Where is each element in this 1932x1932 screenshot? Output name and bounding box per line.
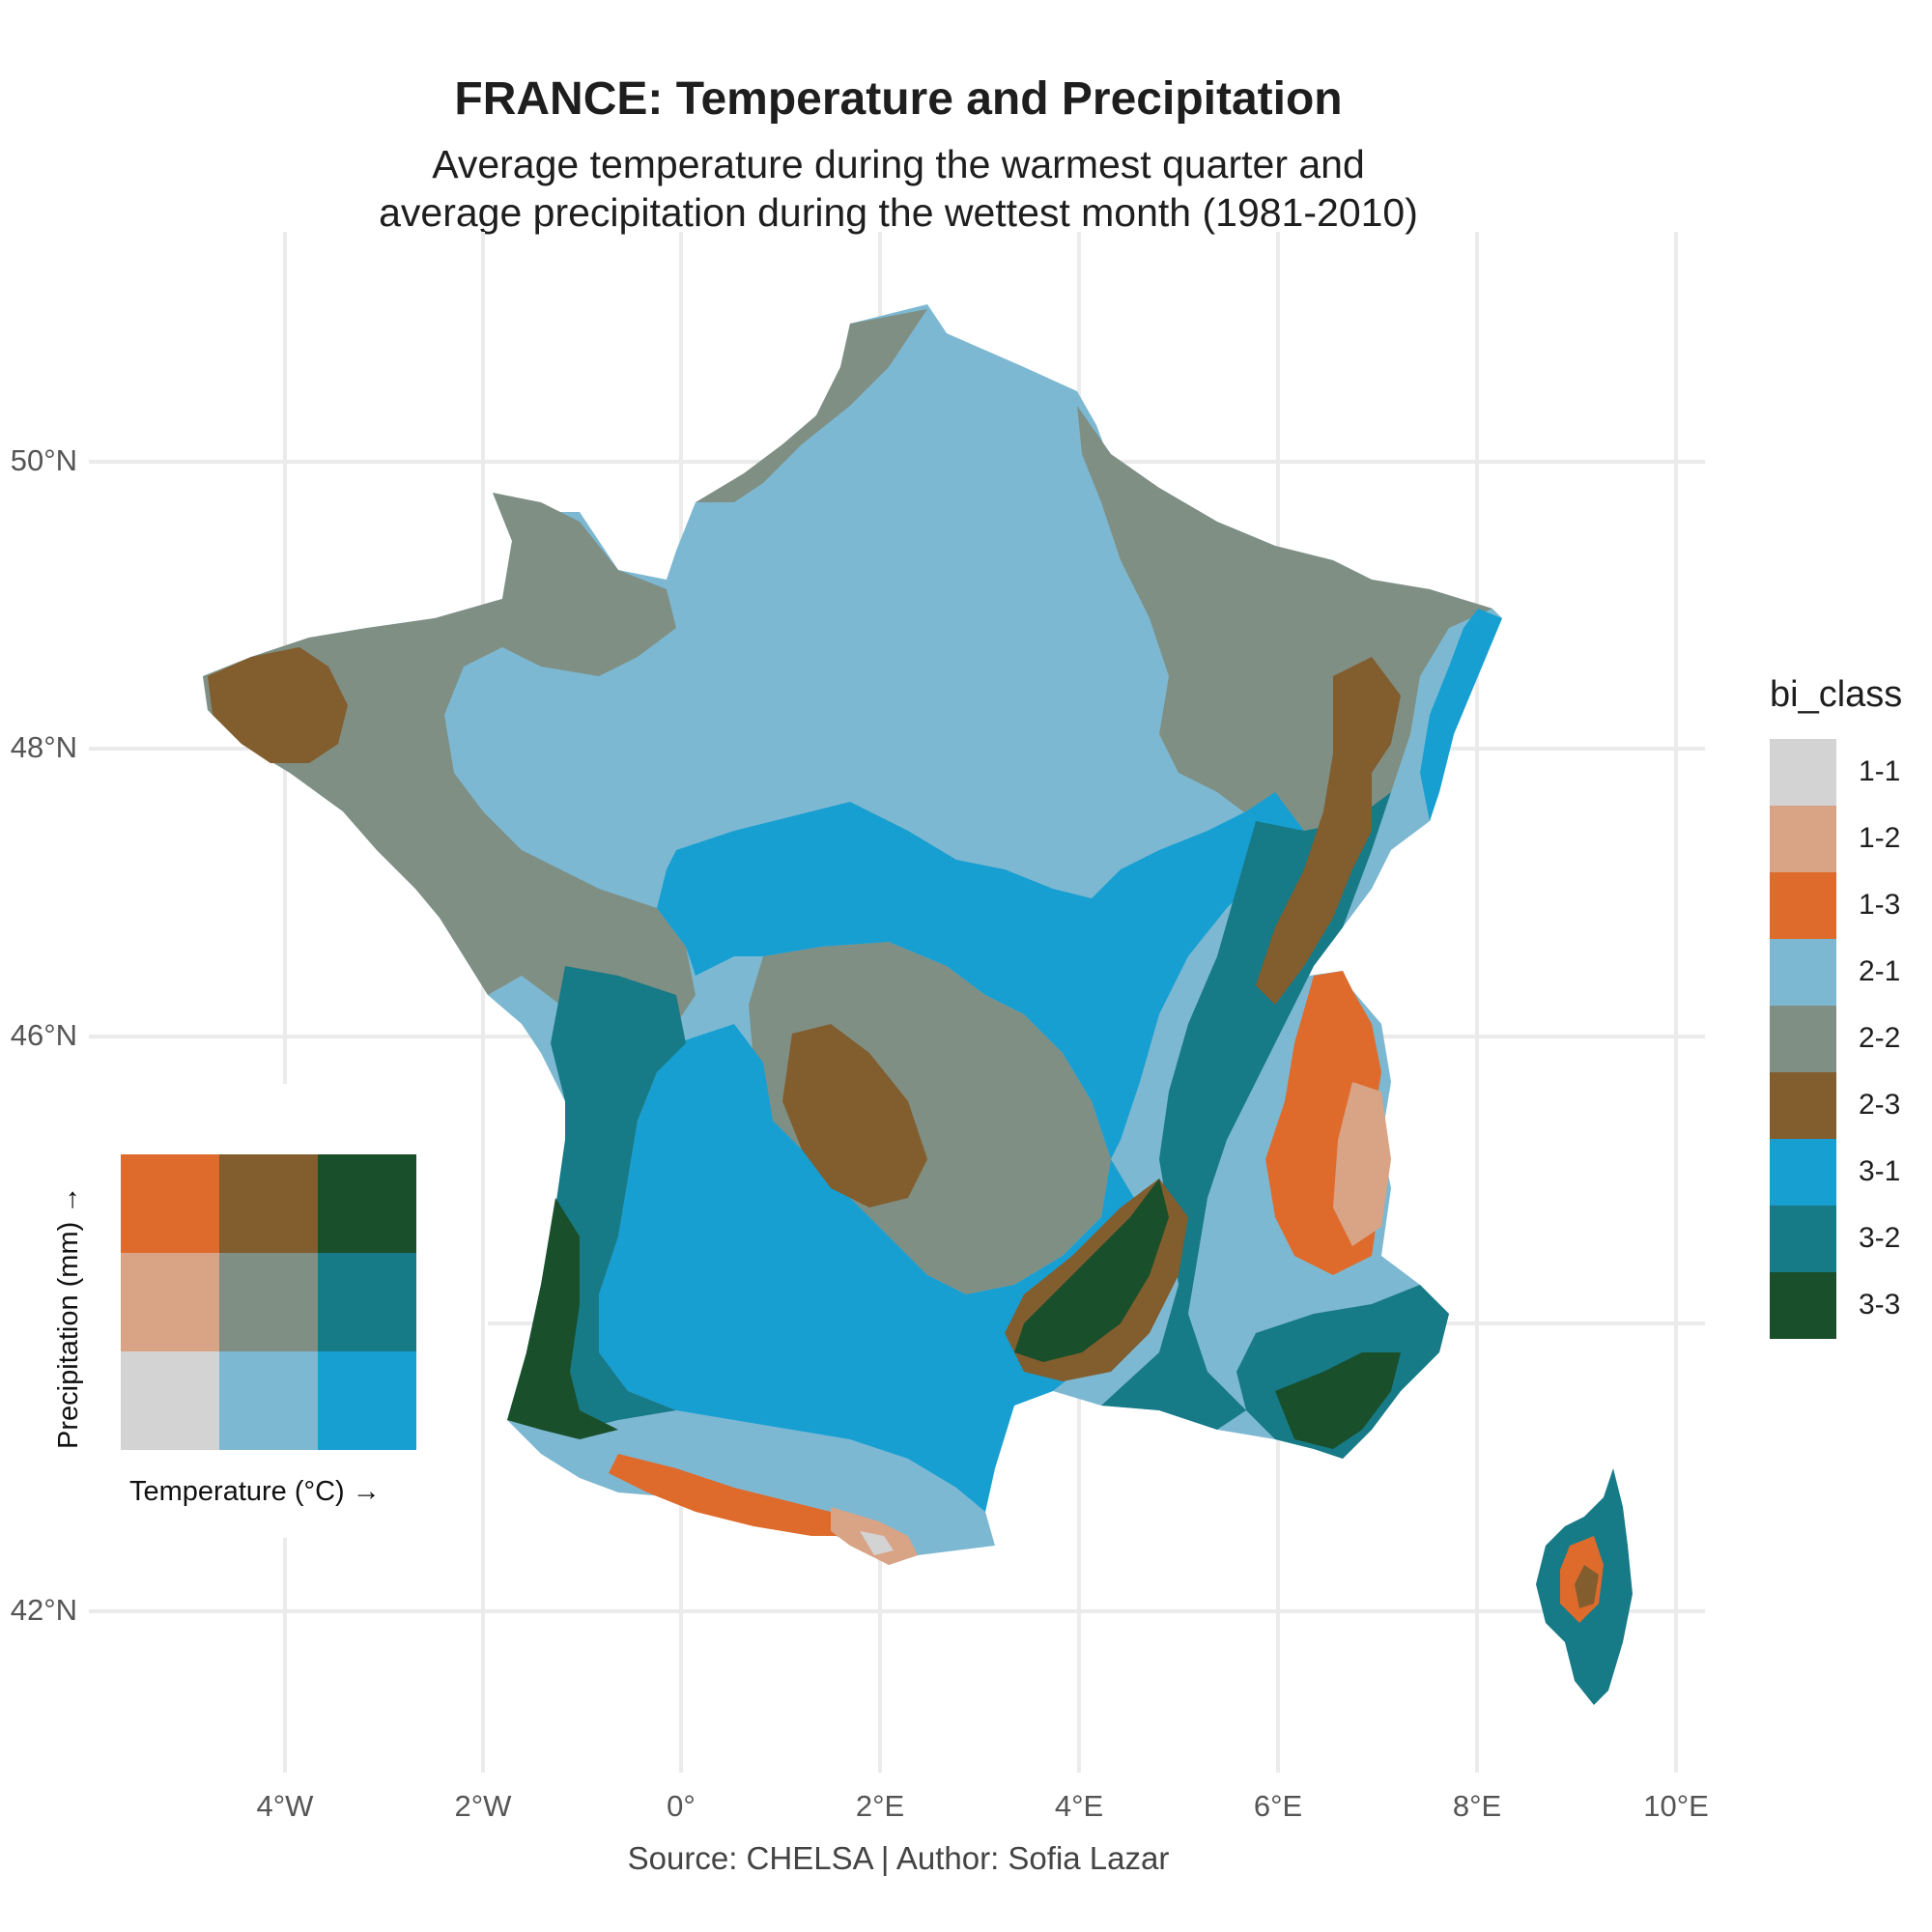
- bivariate-key: [121, 1154, 416, 1450]
- legend-swatch: [1770, 939, 1836, 1006]
- lon-label-2w: 2°W: [454, 1789, 512, 1823]
- legend-title: bi_class: [1770, 674, 1903, 715]
- bi-cell-2-2: [219, 1253, 318, 1351]
- map-region-central: [749, 942, 1111, 1294]
- bi-cell-2-3: [219, 1154, 318, 1253]
- chart-title: FRANCE: Temperature and Precipitation: [454, 73, 1343, 125]
- lon-label-10e: 10°E: [1643, 1789, 1709, 1823]
- map-region-brittany-brown: [208, 647, 348, 763]
- map-region-pyrenees-grey: [860, 1531, 894, 1555]
- legend-item-1-3: 1-3: [1770, 872, 1924, 939]
- bi-cell-1-3: [121, 1154, 219, 1253]
- legend-item-2-3: 2-3: [1770, 1072, 1924, 1139]
- legend-item-2-1: 2-1: [1770, 939, 1924, 1006]
- caption: Source: CHELSA | Author: Sofia Lazar: [627, 1840, 1170, 1876]
- subtitle-line-2: average precipitation during the wettest…: [379, 190, 1418, 235]
- legend-swatch: [1770, 1072, 1836, 1139]
- legend-item-3-1: 3-1: [1770, 1139, 1924, 1206]
- map-region-corsica-brown: [1575, 1565, 1599, 1608]
- lon-label-4w: 4°W: [256, 1789, 314, 1823]
- legend-label: 1-3: [1859, 889, 1901, 921]
- lon-label-8e: 8°E: [1452, 1789, 1502, 1823]
- bi-cell-3-2: [318, 1253, 416, 1351]
- legend-swatch: [1770, 1272, 1836, 1339]
- legend-label: 2-3: [1859, 1089, 1901, 1121]
- legend-swatch: [1770, 1139, 1836, 1206]
- legend-item-1-2: 1-2: [1770, 806, 1924, 872]
- map-region-loire: [657, 792, 1304, 1159]
- lat-label-48n: 48°N: [10, 730, 77, 764]
- legend-label: 1-2: [1859, 822, 1901, 854]
- legend-label: 2-2: [1859, 1022, 1901, 1054]
- legend-swatch: [1770, 739, 1836, 806]
- lon-label-6e: 6°E: [1253, 1789, 1303, 1823]
- legend-item-3-3: 3-3: [1770, 1272, 1924, 1339]
- bivariate-key-y-label: Precipitation (mm) →: [53, 1185, 84, 1449]
- legend-item-2-2: 2-2: [1770, 1006, 1924, 1072]
- subtitle-line-1: Average temperature during the warmest q…: [432, 142, 1365, 186]
- legend-swatch: [1770, 806, 1836, 872]
- lat-label-46n: 46°N: [10, 1018, 77, 1052]
- legend-label: 3-1: [1859, 1155, 1901, 1187]
- map-region-normandy-brittany: [203, 493, 696, 1024]
- legend-item-1-1: 1-1: [1770, 739, 1924, 806]
- map-region-north: [696, 309, 927, 502]
- bi-cell-2-1: [219, 1351, 318, 1450]
- map-region-pyrenees-orange: [609, 1454, 850, 1536]
- map-region-rhone: [1101, 792, 1391, 1430]
- lon-label-0: 0°: [667, 1789, 696, 1823]
- bivariate-key-x-label: Temperature (°C) →: [129, 1476, 381, 1507]
- legend-label: 3-3: [1859, 1289, 1901, 1321]
- map-region-alsace: [1420, 609, 1502, 821]
- lat-label-42n: 42°N: [10, 1593, 77, 1627]
- legend-label: 2-1: [1859, 955, 1901, 987]
- bi-cell-3-1: [318, 1351, 416, 1450]
- map-region-cevennes-green: [1014, 1179, 1169, 1362]
- legend-item-3-2: 3-2: [1770, 1206, 1924, 1272]
- map-region-alps-green: [1275, 1352, 1401, 1449]
- bi-cell-1-2: [121, 1253, 219, 1351]
- lon-label-4e: 4°E: [1054, 1789, 1104, 1823]
- chart-subtitle: Average temperature during the warmest q…: [0, 140, 1797, 237]
- bi-cell-3-3: [318, 1154, 416, 1253]
- map-region-vosges-jura-brown: [1256, 657, 1401, 1005]
- map-region-alps-peach: [1333, 1082, 1391, 1246]
- map-region-southwest-blue: [599, 1024, 1159, 1512]
- legend-swatch: [1770, 1206, 1836, 1272]
- bi-cell-1-1: [121, 1351, 219, 1450]
- legend-label: 3-2: [1859, 1222, 1901, 1254]
- map-region-massif-central-brown: [782, 1024, 927, 1208]
- lon-label-2e: 2°E: [855, 1789, 905, 1823]
- legend-label: 1-1: [1859, 755, 1901, 787]
- map-region-landes-pyrenees: [507, 1198, 618, 1439]
- lat-label-50n: 50°N: [10, 443, 77, 477]
- legend-swatch: [1770, 1006, 1836, 1072]
- legend-swatch: [1770, 872, 1836, 939]
